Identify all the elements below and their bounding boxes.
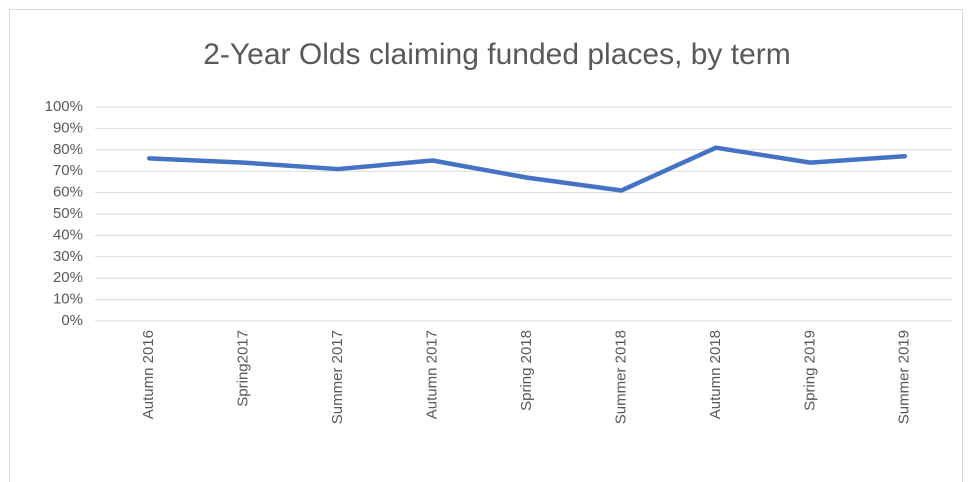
y-tick-label: 30% (53, 248, 83, 265)
y-tick-label: 60% (53, 184, 83, 201)
x-tick-label: Spring 2019 (801, 330, 818, 411)
x-tick-label: Summer 2018 (612, 330, 629, 424)
y-tick-label: 0% (61, 312, 83, 329)
chart-title: 2-Year Olds claiming funded places, by t… (203, 38, 791, 71)
x-tick-label: Spring 2018 (518, 330, 535, 411)
x-tick-label: Autumn 2017 (424, 330, 441, 419)
x-tick-label: Summer 2017 (329, 330, 346, 424)
x-tick-label: Autumn 2018 (707, 330, 724, 419)
y-tick-label: 10% (53, 291, 83, 308)
y-tick-label: 40% (53, 226, 83, 243)
x-tick-label: Summer 2019 (896, 330, 913, 424)
chart-frame (9, 9, 963, 482)
y-tick-label: 70% (53, 162, 83, 179)
y-tick-label: 90% (53, 119, 83, 136)
x-tick-label: Autumn 2016 (140, 330, 157, 419)
y-tick-label: 80% (53, 141, 83, 158)
y-tick-label: 100% (45, 98, 83, 115)
y-tick-label: 50% (53, 205, 83, 222)
y-tick-label: 20% (53, 269, 83, 286)
x-tick-label: Spring2017 (235, 330, 252, 407)
data-line (146, 145, 908, 193)
